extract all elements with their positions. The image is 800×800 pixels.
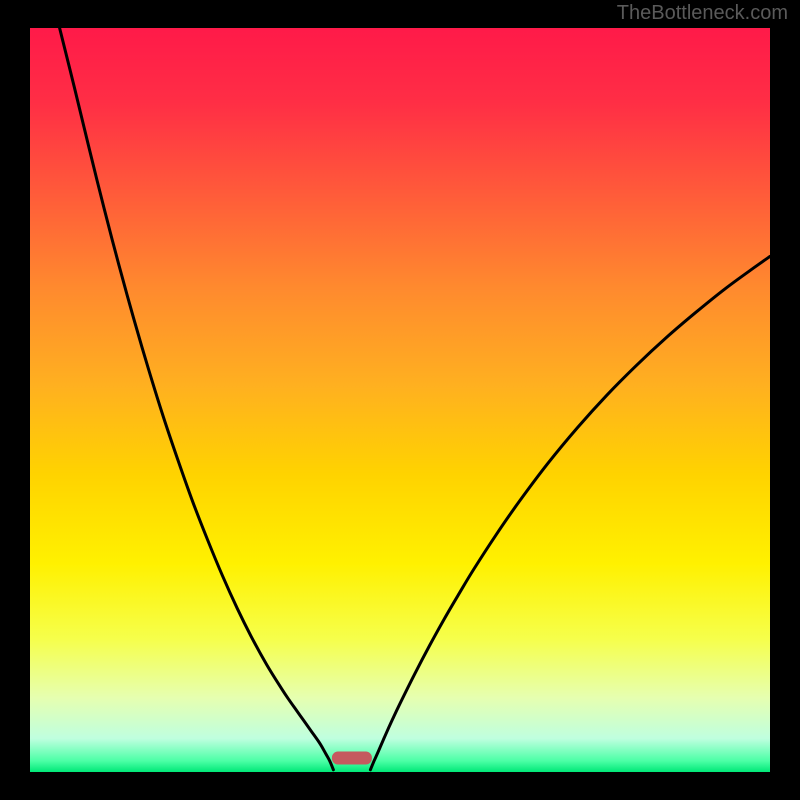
plot-area (30, 28, 770, 772)
bottleneck-curve-chart (30, 28, 770, 772)
chart-frame: TheBottleneck.com (0, 0, 800, 800)
plot-background (30, 28, 770, 772)
watermark-label: TheBottleneck.com (617, 2, 788, 25)
bottleneck-marker (332, 752, 372, 765)
